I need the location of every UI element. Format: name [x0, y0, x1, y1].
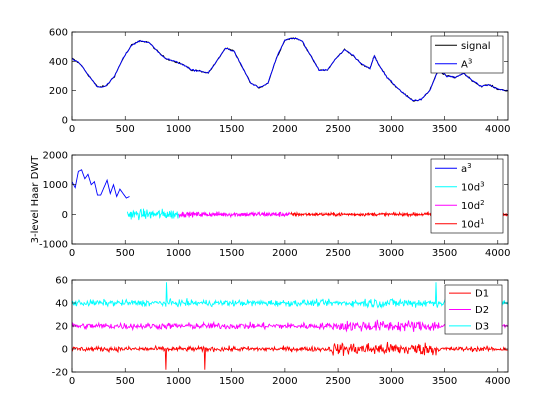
x-tick-label: 2500: [325, 124, 350, 135]
x-tick-label: 2000: [272, 124, 297, 135]
legend: D1 D2 D3: [444, 284, 503, 335]
series-line-2-2: [126, 208, 179, 221]
series-line-3-3: [72, 282, 508, 309]
x-tick-label: 1500: [219, 124, 244, 135]
series-line-3-1: [72, 341, 508, 370]
y-tick-label: 600: [49, 28, 68, 39]
y-tick-label: 0: [62, 116, 68, 127]
x-tick-label: 1000: [166, 248, 191, 259]
x-tick-label: 500: [116, 248, 135, 259]
x-tick-label: 3500: [432, 376, 457, 387]
y-tick-label: 400: [49, 57, 68, 68]
subplot-3: 0 500 1000 1500 2000 2500 3000 3500 4000-2002040…: [52, 276, 511, 388]
legend-label: 10d2: [461, 199, 485, 212]
legend: a3 10d3 10d2 10d1: [430, 158, 504, 234]
y-tick-label: -20: [52, 368, 68, 379]
y-tick-label: 40: [55, 299, 68, 310]
y-tick-label: 60: [55, 276, 68, 287]
x-tick-label: 0: [69, 376, 75, 387]
y-tick-label: 20: [55, 322, 68, 333]
x-tick-label: 4000: [485, 248, 510, 259]
x-tick-label: 3000: [379, 248, 404, 259]
x-tick-label: 3000: [379, 124, 404, 135]
y-axis-label: 3-level Haar DWT: [30, 155, 41, 244]
axes-box: [71, 31, 509, 121]
x-tick-label: 1500: [219, 248, 244, 259]
y-tick-label: -1000: [39, 240, 68, 251]
x-tick-label: 500: [116, 124, 135, 135]
x-tick-label: 0: [69, 248, 75, 259]
axes-box: [71, 154, 509, 245]
y-tick-label: 200: [49, 86, 68, 97]
x-tick-label: 1000: [166, 376, 191, 387]
x-tick-label: 3500: [432, 124, 457, 135]
subplot-1: 0 500 1000 1500 2000 2500 3000 3500 4000 0 200 400 6…: [49, 28, 511, 136]
y-tick-label: 0: [62, 345, 68, 356]
legend-label: D1: [475, 289, 489, 300]
y-tick-label: 1000: [43, 180, 68, 191]
legend-label: D3: [475, 321, 489, 332]
y-tick-label: 2000: [43, 151, 68, 162]
x-tick-label: 3000: [379, 376, 404, 387]
legend: signal A3: [430, 35, 504, 74]
x-tick-label: 2000: [272, 376, 297, 387]
x-tick-label: 4000: [485, 124, 510, 135]
x-tick-label: 3500: [432, 248, 457, 259]
x-tick-label: 1000: [166, 124, 191, 135]
legend-label: a3: [461, 162, 472, 175]
legend-label: signal: [461, 41, 491, 52]
series-line-2-3: [178, 210, 291, 219]
x-tick-label: 2000: [272, 248, 297, 259]
legend-label: D2: [475, 305, 489, 316]
legend-label: 10d1: [461, 217, 485, 230]
x-tick-label: 1500: [219, 376, 244, 387]
x-tick-label: 2500: [325, 376, 350, 387]
series-line-3-2: [72, 319, 508, 333]
series-line-2-1: [72, 169, 130, 199]
legend-label: 10d3: [461, 180, 485, 193]
y-tick-label: 0: [62, 210, 68, 221]
subplot-2: 0 500 1000 1500 2000 2500 3000 3500 4000-1000010…: [30, 151, 511, 260]
legend-label: A3: [461, 57, 472, 70]
x-tick-label: 4000: [485, 376, 510, 387]
series-line-1-2: [72, 37, 508, 102]
x-tick-label: 500: [116, 376, 135, 387]
x-tick-label: 0: [69, 124, 75, 135]
x-tick-label: 2500: [325, 248, 350, 259]
